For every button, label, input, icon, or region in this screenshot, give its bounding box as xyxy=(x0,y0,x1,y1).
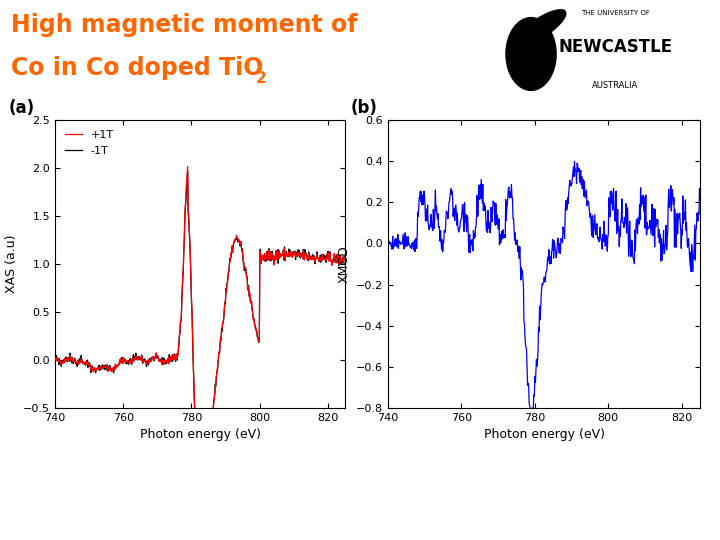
+1T xyxy=(341,254,349,261)
Y-axis label: XAS (a.u): XAS (a.u) xyxy=(4,235,17,293)
+1T xyxy=(246,290,254,296)
+1T xyxy=(182,185,191,191)
X-axis label: Photon energy (eV): Photon energy (eV) xyxy=(484,428,605,441)
Text: Co K edge collected by Florence mode.: Co K edge collected by Florence mode. xyxy=(104,474,348,487)
-1T xyxy=(270,255,279,261)
-1T xyxy=(222,280,231,287)
Ellipse shape xyxy=(506,18,556,90)
Text: 2: 2 xyxy=(256,71,266,86)
-1T xyxy=(50,354,59,360)
X-axis label: Photon energy (eV): Photon energy (eV) xyxy=(140,428,261,441)
+1T xyxy=(198,501,207,508)
Text: (b): (b) xyxy=(351,99,377,117)
Line: -1T: -1T xyxy=(55,171,345,504)
-1T xyxy=(184,168,192,174)
-1T xyxy=(102,363,111,369)
+1T xyxy=(222,282,231,288)
Ellipse shape xyxy=(515,10,566,46)
-1T xyxy=(198,501,207,508)
-1T xyxy=(182,191,191,197)
-1T xyxy=(341,253,349,259)
+1T xyxy=(125,358,134,365)
+1T xyxy=(102,361,111,368)
Text: AUSTRALIA: AUSTRALIA xyxy=(593,82,639,90)
Text: Co in Co doped TiO: Co in Co doped TiO xyxy=(11,56,264,80)
+1T xyxy=(270,255,279,262)
-1T xyxy=(125,360,134,366)
Text: High magnetic moment of: High magnetic moment of xyxy=(11,13,357,37)
+1T xyxy=(184,164,192,170)
Text: (a) XAS of Co edge collected by Florence mode.  (b) XMCD of: (a) XAS of Co edge collected by Florence… xyxy=(104,445,487,458)
Text: (a): (a) xyxy=(9,99,35,117)
Legend: +1T, -1T: +1T, -1T xyxy=(60,126,118,160)
Y-axis label: XMCD: XMCD xyxy=(338,245,351,283)
Text: THE UNIVERSITY OF: THE UNIVERSITY OF xyxy=(581,10,650,16)
Text: NEWCASTLE: NEWCASTLE xyxy=(558,38,672,56)
Line: +1T: +1T xyxy=(55,167,345,504)
-1T xyxy=(246,290,254,296)
+1T xyxy=(50,355,59,361)
